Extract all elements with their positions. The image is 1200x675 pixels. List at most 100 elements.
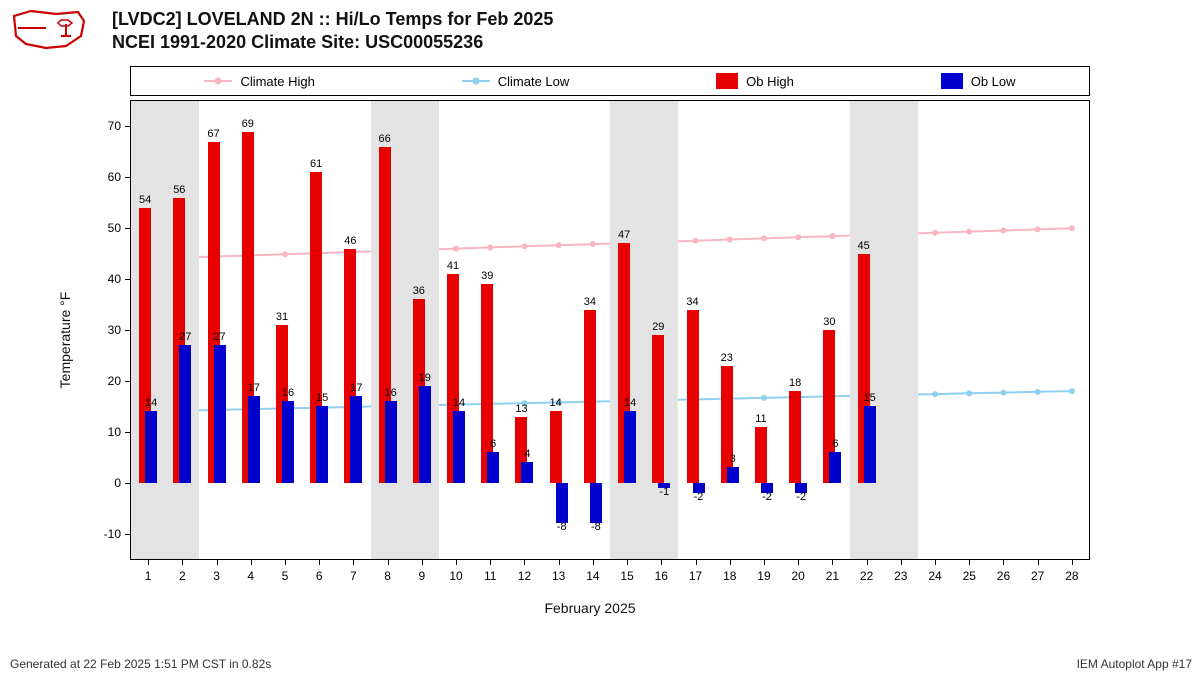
ob-low-bar: [214, 345, 226, 482]
ob-low-bar-label: -2: [762, 491, 772, 503]
x-tick-label: 17: [689, 569, 702, 583]
ob-high-bar: [687, 310, 699, 483]
y-tick: [125, 126, 131, 127]
ob-low-bar: [829, 452, 841, 483]
y-tick-label: 70: [91, 119, 121, 133]
x-tick-label: 9: [418, 569, 425, 583]
ob-low-bar: [419, 386, 431, 483]
x-tick: [1038, 559, 1039, 565]
ob-high-bar-label: 66: [378, 133, 390, 145]
y-tick-label: 20: [91, 374, 121, 388]
x-tick: [661, 559, 662, 565]
x-tick-label: 12: [518, 569, 531, 583]
climate-high-marker: [556, 242, 562, 248]
y-tick: [125, 177, 131, 178]
y-tick: [125, 279, 131, 280]
climate-low-marker: [966, 390, 972, 396]
ob-low-bar-label: 14: [145, 397, 157, 409]
x-tick-label: 23: [894, 569, 907, 583]
x-tick-label: 1: [145, 569, 152, 583]
x-tick: [456, 559, 457, 565]
ob-low-bar-label: 4: [524, 448, 530, 460]
ob-high-bar-label: 34: [584, 296, 596, 308]
ob-low-bar: [556, 483, 568, 524]
x-tick-label: 15: [620, 569, 633, 583]
ob-low-bar: [590, 483, 602, 524]
ob-high-bar: [550, 411, 562, 482]
x-tick: [285, 559, 286, 565]
legend-label: Climate High: [240, 74, 314, 89]
ob-high-bar-label: 34: [686, 296, 698, 308]
ob-high-bar-label: 56: [173, 184, 185, 196]
legend: Climate High Climate Low Ob High Ob Low: [130, 66, 1090, 96]
ob-low-bar: [727, 467, 739, 482]
ob-low-bar-label: 16: [384, 387, 396, 399]
climate-high-marker: [453, 246, 459, 252]
ob-low-bar: [248, 396, 260, 483]
x-tick-label: 4: [247, 569, 254, 583]
ob-low-bar-label: -8: [591, 521, 601, 533]
x-tick: [559, 559, 560, 565]
climate-high-marker: [761, 235, 767, 241]
x-tick-label: 27: [1031, 569, 1044, 583]
ob-low-bar-label: -2: [796, 491, 806, 503]
ob-low-bar: [864, 406, 876, 482]
x-tick-label: 8: [384, 569, 391, 583]
x-tick: [388, 559, 389, 565]
ob-low-bar-label: 15: [316, 392, 328, 404]
x-tick-label: 26: [997, 569, 1010, 583]
ob-high-bar-label: 18: [789, 377, 801, 389]
x-tick-label: 16: [655, 569, 668, 583]
x-tick-label: 21: [826, 569, 839, 583]
x-tick-label: 28: [1065, 569, 1078, 583]
x-tick: [935, 559, 936, 565]
legend-label: Ob High: [746, 74, 794, 89]
x-tick: [798, 559, 799, 565]
x-tick: [627, 559, 628, 565]
x-axis-label: February 2025: [544, 600, 635, 616]
ob-low-bar-label: 14: [624, 397, 636, 409]
y-tick-label: 50: [91, 221, 121, 235]
climate-high-marker: [487, 244, 493, 250]
climate-high-marker: [727, 237, 733, 243]
x-tick: [182, 559, 183, 565]
climate-high-marker: [590, 241, 596, 247]
ob-low-bar-label: -8: [557, 521, 567, 533]
x-tick-label: 24: [928, 569, 941, 583]
x-tick-label: 22: [860, 569, 873, 583]
ob-high-bar: [652, 335, 664, 483]
ob-low-bar: [453, 411, 465, 482]
ob-low-bar-label: -1: [659, 486, 669, 498]
x-tick: [969, 559, 970, 565]
ob-high-bar-label: 31: [276, 311, 288, 323]
y-tick: [125, 381, 131, 382]
ob-low-bar: [487, 452, 499, 483]
x-tick: [217, 559, 218, 565]
x-tick: [148, 559, 149, 565]
ob-low-bar: [624, 411, 636, 482]
plot-area: -100102030405060701234567891011121314151…: [130, 100, 1090, 560]
ob-low-bar: [385, 401, 397, 482]
x-tick-label: 19: [757, 569, 770, 583]
y-tick-label: 10: [91, 425, 121, 439]
x-tick-label: 3: [213, 569, 220, 583]
ob-high-bar-label: 46: [344, 235, 356, 247]
climate-low-marker: [1000, 390, 1006, 396]
ob-high-bar-label: 36: [413, 285, 425, 297]
ob-high-bar-label: 69: [242, 118, 254, 130]
ob-low-bar-label: 16: [282, 387, 294, 399]
ob-low-bar-label: 15: [863, 392, 875, 404]
legend-label: Climate Low: [498, 74, 570, 89]
x-tick-label: 14: [586, 569, 599, 583]
climate-high-marker: [966, 229, 972, 235]
y-tick-label: 60: [91, 170, 121, 184]
climate-low-marker: [761, 395, 767, 401]
y-tick-label: 0: [91, 476, 121, 490]
x-tick: [524, 559, 525, 565]
ob-high-bar-label: 23: [721, 352, 733, 364]
climate-high-marker: [693, 238, 699, 244]
ob-high-bar: [755, 427, 767, 483]
y-tick: [125, 228, 131, 229]
x-tick: [764, 559, 765, 565]
climate-high-marker: [521, 243, 527, 249]
